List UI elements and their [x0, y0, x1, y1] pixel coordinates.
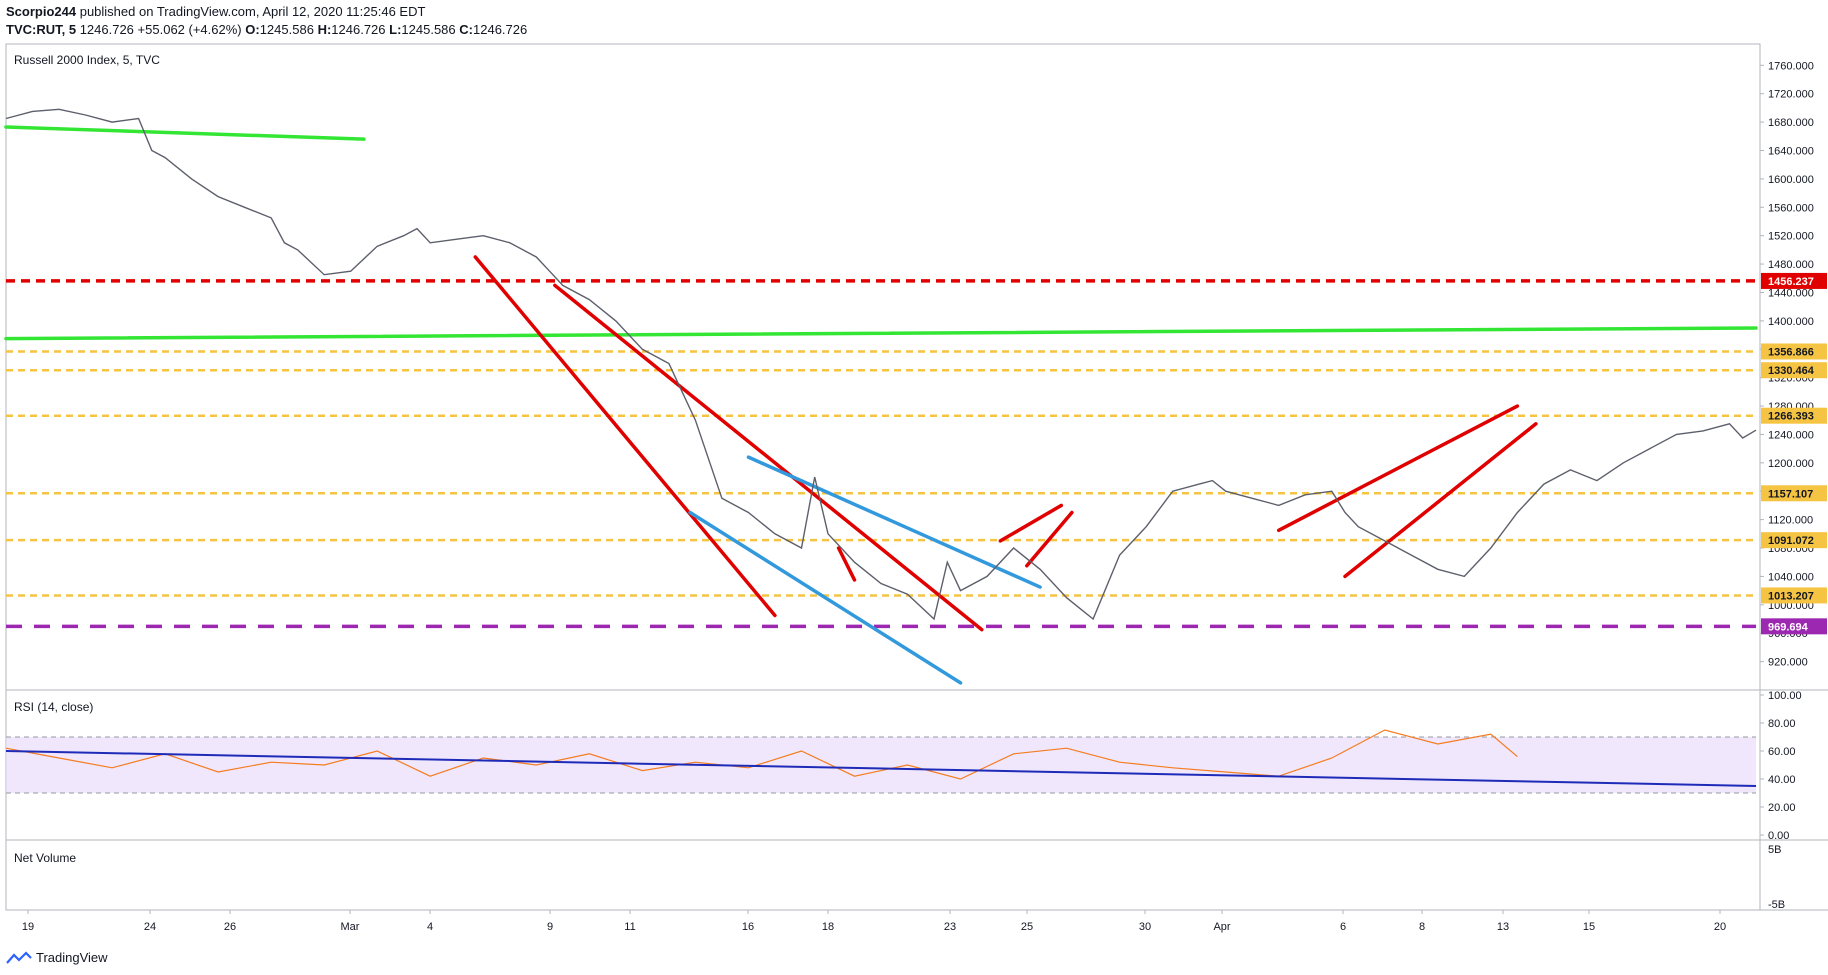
high-label: H:: [317, 22, 332, 37]
x-tick-label: 24: [144, 921, 156, 933]
price-series-line: [5, 108, 1757, 621]
x-tick-label: 30: [1139, 921, 1151, 933]
price-label-text: 1456.237: [1768, 276, 1814, 288]
x-tick-label: 18: [822, 921, 834, 933]
trendline-0: [4, 125, 366, 141]
trendline-10: [473, 255, 777, 618]
y-tick-label: 1640.000: [1768, 145, 1814, 157]
close-value: 1246.726: [473, 22, 528, 37]
ohlc-bar: TVC:RUT, 5 1246.726 +55.062 (+4.62%) O:1…: [6, 22, 527, 37]
y-tick-label: 1680.000: [1768, 117, 1814, 129]
price-label-box: [1761, 362, 1827, 379]
trendline-13: [746, 455, 1042, 589]
x-tick-label: 15: [1583, 921, 1595, 933]
y-tick-label: 1560.000: [1768, 202, 1814, 214]
rsi-tick-label: 20.00: [1768, 802, 1796, 814]
trendline-12: [688, 510, 963, 685]
y-tick-label: 1600.000: [1768, 174, 1814, 186]
high-value: 1246.726: [331, 22, 386, 37]
price-label-box: [1761, 485, 1827, 502]
rsi-pane-title: RSI (14, close): [14, 700, 93, 714]
x-tick-label: Mar: [341, 921, 360, 933]
rsi-tick-label: 40.00: [1768, 774, 1796, 786]
price-label-text: 969.694: [1768, 621, 1809, 633]
y-tick-label: 1760.000: [1768, 60, 1814, 72]
x-tick-label: 16: [742, 921, 754, 933]
rsi-tick-label: 60.00: [1768, 746, 1796, 758]
published-text: published on TradingView.com, April 12, …: [79, 4, 426, 19]
brand-name[interactable]: TradingView: [36, 950, 108, 965]
price-label-text: 1091.072: [1768, 535, 1814, 547]
y-tick-label: 920.000: [1768, 657, 1808, 669]
trendline-15: [998, 503, 1064, 543]
trendline-1: [4, 326, 1758, 341]
x-tick-label: 8: [1419, 921, 1425, 933]
price-label-box: [1761, 272, 1827, 289]
volume-tick-label: -5B: [1768, 899, 1785, 911]
rsi-tick-label: 100.00: [1768, 690, 1802, 702]
x-tick-label: 13: [1497, 921, 1509, 933]
trendline-14: [836, 546, 857, 582]
price-label-text: 1356.866: [1768, 346, 1814, 358]
price-label-text: 1013.207: [1768, 590, 1814, 602]
x-tick-label: Apr: [1213, 921, 1230, 933]
x-tick-label: 9: [547, 921, 553, 933]
trendline-16: [1025, 510, 1074, 568]
chart-canvas[interactable]: Russell 2000 Index, 5, TVC RSI (14, close…: [0, 0, 1828, 945]
x-tick-label: 19: [22, 921, 34, 933]
y-tick-label: 1120.000: [1768, 515, 1813, 527]
rsi-tick-label: 80.00: [1768, 718, 1796, 730]
low-label: L:: [389, 22, 402, 37]
price-label-box: [1761, 407, 1827, 424]
low-value: 1245.586: [401, 22, 456, 37]
price-label-box: [1761, 587, 1827, 604]
publish-info: Scorpio244 published on TradingView.com,…: [6, 4, 425, 19]
trendline-18: [1343, 422, 1538, 579]
open-label: O:: [245, 22, 260, 37]
price-label-box: [1761, 343, 1827, 360]
last-price: 1246.726: [79, 22, 134, 37]
x-tick-label: 20: [1714, 921, 1726, 933]
price-label-box: [1761, 532, 1827, 549]
y-tick-label: 1440.000: [1768, 287, 1814, 299]
footer: TradingView: [6, 950, 108, 965]
rsi-series-line: [5, 729, 1518, 780]
x-tick-label: 11: [624, 921, 635, 933]
price-label-text: 1157.107: [1768, 488, 1813, 500]
y-tick-label: 1200.000: [1768, 458, 1814, 470]
rsi-tick-label: 0.00: [1768, 830, 1789, 842]
y-tick-label: 1240.000: [1768, 429, 1814, 441]
y-tick-label: 1400.000: [1768, 316, 1814, 328]
y-tick-label: 1720.000: [1768, 89, 1814, 101]
x-tick-label: 4: [427, 921, 433, 933]
open-value: 1245.586: [259, 22, 314, 37]
x-tick-label: 23: [944, 921, 956, 933]
y-tick-label: 1480.000: [1768, 259, 1814, 271]
volume-tick-label: 5B: [1768, 844, 1781, 856]
trendline-11: [553, 283, 984, 632]
author-name[interactable]: Scorpio244: [6, 4, 77, 19]
price-label-text: 1330.464: [1768, 365, 1815, 377]
y-tick-label: 1520.000: [1768, 231, 1814, 243]
trendline-17: [1276, 404, 1520, 533]
main-pane-title: Russell 2000 Index, 5, TVC: [14, 53, 160, 67]
price-label-box: [1761, 618, 1827, 635]
x-tick-label: 26: [224, 921, 236, 933]
price-label-text: 1266.393: [1768, 411, 1814, 423]
y-tick-label: 1040.000: [1768, 571, 1814, 583]
symbol-label: TVC:RUT, 5: [6, 22, 77, 37]
price-change: +55.062 (+4.62%): [137, 22, 242, 37]
close-label: C:: [459, 22, 473, 37]
rsi-band: [6, 737, 1756, 793]
x-tick-label: 6: [1340, 921, 1346, 933]
rsi-trendline: [5, 750, 1757, 787]
x-tick-label: 25: [1021, 921, 1033, 933]
volume-pane-title: Net Volume: [14, 851, 76, 865]
tradingview-logo-icon: [6, 950, 32, 964]
